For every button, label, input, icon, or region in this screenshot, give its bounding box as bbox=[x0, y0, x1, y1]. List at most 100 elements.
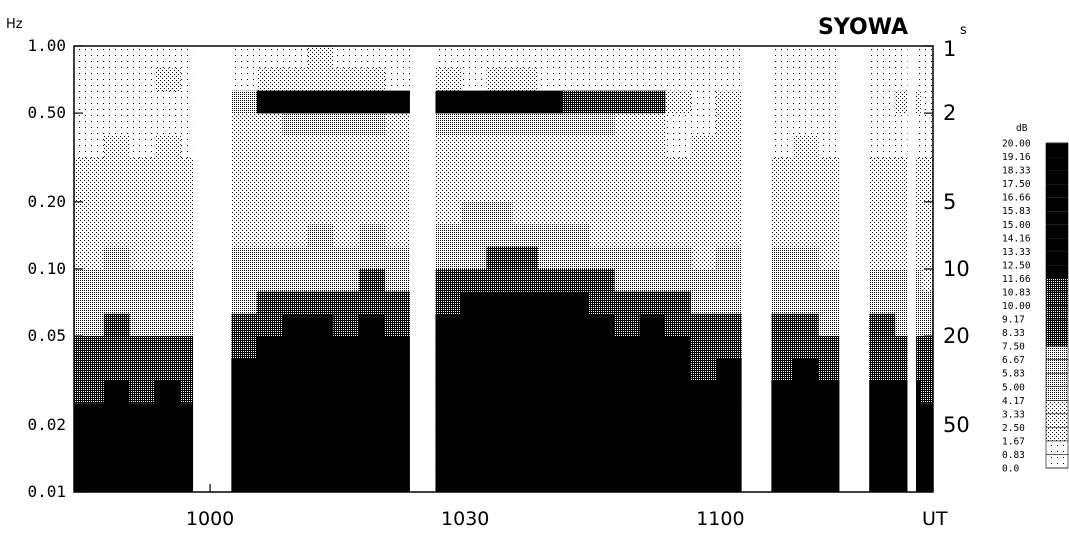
colorbar-swatch bbox=[1046, 224, 1068, 239]
heatmap-cell bbox=[869, 157, 896, 181]
heatmap-cell bbox=[537, 269, 564, 292]
heatmap-cell bbox=[282, 46, 309, 69]
heatmap-cell bbox=[486, 335, 513, 359]
heatmap-cell bbox=[818, 313, 845, 337]
heatmap-cell bbox=[486, 157, 513, 181]
heatmap-cell bbox=[205, 246, 232, 270]
heatmap-cell bbox=[843, 224, 870, 248]
heatmap-cell bbox=[74, 246, 105, 270]
heatmap-cell bbox=[231, 313, 258, 337]
heatmap-cell bbox=[333, 358, 360, 381]
heatmap-cell bbox=[843, 157, 870, 181]
colorbar-swatch bbox=[1046, 387, 1068, 401]
heatmap-cell bbox=[103, 46, 130, 69]
heatmap-cell bbox=[103, 358, 130, 381]
colorbar-swatch bbox=[1046, 143, 1068, 158]
heatmap-cell bbox=[537, 202, 564, 225]
heatmap-cell bbox=[563, 358, 590, 381]
heatmap-cell bbox=[563, 246, 590, 270]
heatmap-cell bbox=[435, 402, 462, 426]
heatmap-cell bbox=[486, 135, 513, 159]
heatmap-cell bbox=[384, 402, 411, 426]
heatmap-cell bbox=[435, 447, 462, 471]
heatmap-cell bbox=[512, 90, 539, 114]
heatmap-cell bbox=[231, 112, 258, 136]
time-tick-label: 1000 bbox=[186, 508, 234, 530]
heatmap-cell bbox=[384, 224, 411, 248]
colorbar-swatch bbox=[1046, 346, 1068, 361]
heatmap-cell bbox=[154, 112, 181, 136]
heatmap-cell bbox=[460, 313, 487, 337]
heatmap-cell bbox=[614, 135, 641, 159]
heatmap-cell bbox=[384, 380, 411, 404]
heatmap-cell bbox=[512, 335, 539, 359]
colorbar-swatch bbox=[1046, 319, 1068, 334]
heatmap-cell bbox=[690, 202, 717, 225]
heatmap-cell bbox=[231, 68, 258, 92]
heatmap-cell bbox=[384, 246, 411, 270]
frequency-tick-label: 1.00 bbox=[27, 36, 66, 55]
heatmap-cell bbox=[307, 291, 334, 315]
heatmap-cell bbox=[639, 358, 666, 381]
heatmap-cell bbox=[920, 335, 933, 359]
heatmap-cell bbox=[792, 402, 819, 426]
heatmap-cell bbox=[639, 112, 666, 136]
heatmap-cell bbox=[282, 68, 309, 92]
heatmap-cell bbox=[716, 135, 743, 159]
heatmap-cell bbox=[333, 179, 360, 203]
heatmap-cell bbox=[767, 68, 794, 92]
heatmap-cell bbox=[333, 90, 360, 114]
heatmap-cell bbox=[537, 380, 564, 404]
heatmap-cell bbox=[231, 269, 258, 292]
heatmap-cell bbox=[563, 112, 590, 136]
heatmap-cell bbox=[205, 291, 232, 315]
heatmap-cell bbox=[154, 46, 181, 69]
heatmap-cell bbox=[486, 402, 513, 426]
heatmap-cell bbox=[74, 112, 105, 136]
colorbar-tick-label: 9.17 bbox=[1002, 315, 1025, 326]
heatmap-cell bbox=[920, 90, 933, 114]
heatmap-cell bbox=[409, 358, 436, 381]
heatmap-cell bbox=[588, 46, 615, 69]
heatmap-cell bbox=[767, 402, 794, 426]
heatmap-cell bbox=[129, 291, 156, 315]
heatmap-cell bbox=[843, 68, 870, 92]
heatmap-cell bbox=[231, 90, 258, 114]
colorbar-swatch bbox=[1046, 454, 1068, 469]
heatmap-cell bbox=[792, 291, 819, 315]
heatmap-cell bbox=[205, 224, 232, 248]
heatmap-cell bbox=[486, 68, 513, 92]
heatmap-cell bbox=[282, 469, 309, 492]
period-tick-label: 5 bbox=[943, 190, 956, 214]
heatmap-cell bbox=[205, 335, 232, 359]
heatmap-cell bbox=[282, 291, 309, 315]
heatmap-cell bbox=[384, 135, 411, 159]
heatmap-cell bbox=[333, 112, 360, 136]
heatmap-cell bbox=[563, 135, 590, 159]
heatmap-cell bbox=[690, 269, 717, 292]
heatmap-cell bbox=[588, 469, 615, 492]
heatmap-cell bbox=[588, 335, 615, 359]
heatmap-cell bbox=[205, 46, 232, 69]
period-tick-label: 1 bbox=[943, 37, 956, 61]
heatmap-cell bbox=[512, 112, 539, 136]
heatmap-cell bbox=[818, 90, 845, 114]
heatmap-cell bbox=[716, 68, 743, 92]
heatmap-cell bbox=[154, 269, 181, 292]
heatmap-cell bbox=[205, 269, 232, 292]
heatmap-cell bbox=[205, 358, 232, 381]
heatmap-cell bbox=[460, 90, 487, 114]
heatmap-cell bbox=[358, 46, 385, 69]
heatmap-cell bbox=[129, 246, 156, 270]
heatmap-cell bbox=[384, 358, 411, 381]
heatmap-cell bbox=[537, 224, 564, 248]
heatmap-cell bbox=[920, 425, 933, 448]
heatmap-cell bbox=[588, 112, 615, 136]
colorbar-swatch bbox=[1046, 306, 1068, 320]
heatmap-cell bbox=[639, 224, 666, 248]
heatmap-cell bbox=[537, 46, 564, 69]
heatmap-cell bbox=[512, 358, 539, 381]
heatmap-cell bbox=[409, 90, 436, 114]
heatmap-cell bbox=[358, 358, 385, 381]
heatmap-cell bbox=[537, 335, 564, 359]
